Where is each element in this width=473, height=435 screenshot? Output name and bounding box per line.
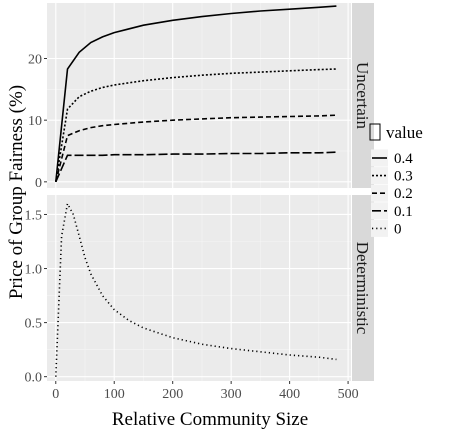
facet-panels: 01020Uncertain0.00.51.01.5Deterministic0… xyxy=(25,3,374,402)
panel-uncertain: 0 10 20 Uncertain xyxy=(28,3,374,191)
facet-strip xyxy=(352,195,374,381)
legend-label: 0.2 xyxy=(394,186,413,202)
legend-title-box-glyph xyxy=(369,123,381,141)
panel-background xyxy=(47,3,351,188)
legend-entry-0.1: 0.1 xyxy=(371,202,413,220)
y-tick-label: 1.5 xyxy=(25,208,43,223)
x-tick-label: 300 xyxy=(221,387,242,402)
legend-entry-0.3: 0.3 xyxy=(371,167,413,185)
legend-key-background xyxy=(371,219,388,237)
legend-label: 0.4 xyxy=(394,151,413,167)
legend-key-background xyxy=(371,167,388,185)
x-axis: 0 100 200 300 400 500 xyxy=(52,381,359,402)
legend-label: 0 xyxy=(394,221,402,237)
legend: value 0.4 0.30.2 0.10 xyxy=(369,123,423,237)
panel-deterministic: 0.0 0.5 1.0 1.5 Deterministic xyxy=(25,195,374,386)
series-line-0 xyxy=(55,201,337,377)
legend-entry-0.4: 0.4 xyxy=(371,149,413,167)
series-line-0.3 xyxy=(55,68,337,182)
y-axis-title: Price of Group Fairness (%) xyxy=(6,85,27,299)
legend-label: 0.1 xyxy=(394,204,413,220)
y-tick-label: 10 xyxy=(28,114,42,129)
facet-strip-label: Uncertain xyxy=(353,62,372,130)
y-tick-label: 0.0 xyxy=(25,371,43,386)
series-line-0.4 xyxy=(55,5,337,182)
y-tick-label: 1.0 xyxy=(25,263,43,278)
legend-title: value xyxy=(386,123,423,142)
x-tick-label: 100 xyxy=(104,387,125,402)
legend-label: 0.3 xyxy=(394,169,413,185)
y-tick-label: 0 xyxy=(35,176,42,191)
x-tick-label: 200 xyxy=(162,387,183,402)
legend-key-background xyxy=(371,184,388,202)
x-tick-label: 500 xyxy=(338,387,359,402)
y-tick-label: 20 xyxy=(28,53,42,68)
series-line-0.1 xyxy=(55,151,337,183)
panel-background xyxy=(47,195,351,381)
series-line-0.2 xyxy=(55,114,337,182)
x-tick-label: 400 xyxy=(279,387,300,402)
y-tick-label: 0.5 xyxy=(25,317,43,332)
legend-entry-0.2: 0.2 xyxy=(371,184,413,202)
facet-strip xyxy=(352,3,374,188)
legend-entry-0: 0 xyxy=(371,219,402,237)
x-axis-title: Relative Community Size xyxy=(112,409,308,430)
x-tick-label: 0 xyxy=(52,387,59,402)
facet-strip-label: Deterministic xyxy=(353,242,372,335)
